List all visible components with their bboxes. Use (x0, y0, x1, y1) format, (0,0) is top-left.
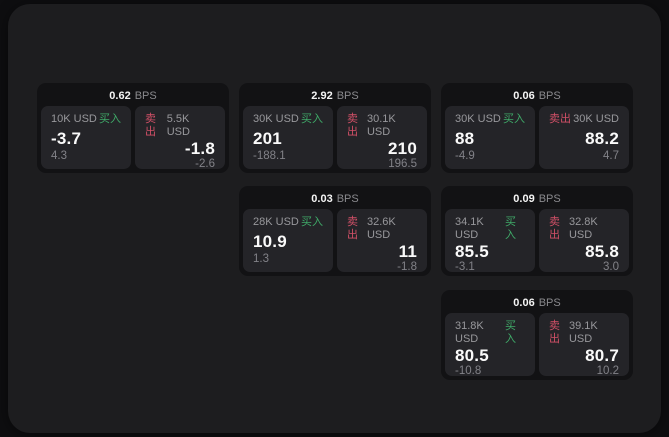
buy-panel[interactable]: 30K USD 买入 88 -4.9 (445, 106, 535, 169)
sell-price: 85.8 (585, 242, 619, 261)
buy-sub-value: -10.8 (455, 365, 482, 377)
quote-card: 0.62 BPS 10K USD 买入 -3.7 4.3 卖出 5.5K USD (37, 83, 229, 173)
bps-value: 0.62 (109, 90, 131, 102)
bps-unit-label: BPS (538, 297, 561, 309)
app-window: 0.62 BPS 10K USD 买入 -3.7 4.3 卖出 5.5K USD (8, 4, 661, 433)
buy-panel[interactable]: 31.8K USD 买入 80.5 -10.8 (445, 313, 535, 377)
sell-sub-value: 196.5 (388, 158, 417, 170)
sell-tag: 卖出 (145, 113, 156, 138)
bps-spread-header: 0.09 BPS (445, 190, 629, 209)
buy-tag: 买入 (301, 216, 323, 228)
sell-price: 80.7 (585, 346, 619, 365)
buy-amount: 34.1K USD (455, 216, 484, 241)
bps-spread-header: 0.62 BPS (41, 87, 225, 106)
bps-spread-header: 0.06 BPS (445, 87, 629, 106)
sell-tag: 卖出 (347, 216, 358, 241)
sell-amount: 39.1K USD (568, 320, 598, 345)
buy-panel[interactable]: 34.1K USD 买入 85.5 -3.1 (445, 209, 535, 273)
sell-tag: 卖出 (347, 113, 358, 138)
sell-amount: 32.6K USD (366, 216, 396, 241)
bps-unit-label: BPS (336, 193, 359, 205)
quote-card: 0.06 BPS 31.8K USD 买入 80.5 -10.8 卖出 39.1… (441, 290, 633, 380)
buy-amount: 30K USD (253, 113, 299, 125)
sell-panel[interactable]: 卖出 32.8K USD 85.8 3.0 (539, 209, 629, 273)
buy-price: 201 (253, 128, 282, 148)
bps-spread-header: 2.92 BPS (243, 87, 427, 106)
buy-panel[interactable]: 10K USD 买入 -3.7 4.3 (41, 106, 131, 169)
sell-sub-value: 3.0 (603, 261, 619, 273)
buy-sub-value: 1.3 (253, 253, 269, 265)
buy-tag: 买入 (505, 216, 517, 241)
buy-amount: 31.8K USD (455, 320, 484, 345)
bps-value: 0.09 (513, 193, 535, 205)
sell-sub-value: -1.8 (397, 261, 417, 273)
buy-sub-value: -3.1 (455, 261, 475, 273)
quote-card: 0.09 BPS 34.1K USD 买入 85.5 -3.1 卖出 32.8K… (441, 186, 633, 276)
sell-amount: 32.8K USD (568, 216, 598, 241)
buy-price: 10.9 (253, 231, 287, 251)
buy-amount: 30K USD (455, 113, 501, 125)
bps-value: 0.06 (513, 297, 535, 309)
sell-sub-value: 10.2 (596, 365, 619, 377)
sell-sub-value: 4.7 (603, 150, 619, 162)
sell-panel[interactable]: 卖出 30K USD 88.2 4.7 (539, 106, 629, 169)
sell-price: 88.2 (585, 128, 619, 148)
buy-tag: 买入 (503, 113, 525, 125)
buy-amount: 28K USD (253, 216, 299, 228)
buy-sub-value: 4.3 (51, 150, 67, 162)
sell-panel[interactable]: 卖出 30.1K USD 210 196.5 (337, 106, 427, 170)
bps-value: 2.92 (311, 90, 333, 102)
sell-sub-value: -2.6 (195, 158, 215, 170)
quote-card: 0.03 BPS 28K USD 买入 10.9 1.3 卖出 32.6K US… (239, 186, 431, 276)
sell-tag: 卖出 (549, 320, 560, 345)
buy-amount: 10K USD (51, 113, 97, 125)
buy-tag: 买入 (99, 113, 121, 125)
bps-value: 0.03 (311, 193, 333, 205)
buy-sub-value: -188.1 (253, 150, 286, 162)
sell-panel[interactable]: 卖出 32.6K USD 11 -1.8 (337, 209, 427, 273)
sell-amount: 5.5K USD (166, 113, 190, 138)
bps-unit-label: BPS (336, 90, 359, 102)
sell-tag: 卖出 (549, 216, 560, 241)
buy-price: 88 (455, 128, 475, 148)
bps-unit-label: BPS (538, 90, 561, 102)
bps-value: 0.06 (513, 90, 535, 102)
sell-amount: 30.1K USD (366, 113, 396, 138)
bps-spread-header: 0.03 BPS (243, 190, 427, 209)
sell-amount: 30K USD (573, 113, 619, 125)
buy-panel[interactable]: 28K USD 买入 10.9 1.3 (243, 209, 333, 272)
sell-price: 11 (398, 242, 417, 261)
buy-price: 85.5 (455, 242, 489, 261)
buy-price: 80.5 (455, 346, 489, 365)
bps-unit-label: BPS (134, 90, 157, 102)
buy-tag: 买入 (301, 113, 323, 125)
buy-panel[interactable]: 30K USD 买入 201 -188.1 (243, 106, 333, 169)
sell-tag: 卖出 (549, 113, 571, 125)
quote-card: 0.06 BPS 30K USD 买入 88 -4.9 卖出 30K USD (441, 83, 633, 173)
sell-panel[interactable]: 卖出 5.5K USD -1.8 -2.6 (135, 106, 225, 170)
buy-sub-value: -4.9 (455, 150, 475, 162)
quote-card: 2.92 BPS 30K USD 买入 201 -188.1 卖出 30.1K … (239, 83, 431, 173)
buy-price: -3.7 (51, 128, 82, 148)
bps-unit-label: BPS (538, 193, 561, 205)
buy-tag: 买入 (505, 320, 517, 345)
bps-spread-header: 0.06 BPS (445, 294, 629, 313)
sell-panel[interactable]: 卖出 39.1K USD 80.7 10.2 (539, 313, 629, 377)
sell-price: -1.8 (184, 139, 215, 158)
sell-price: 210 (388, 139, 417, 158)
